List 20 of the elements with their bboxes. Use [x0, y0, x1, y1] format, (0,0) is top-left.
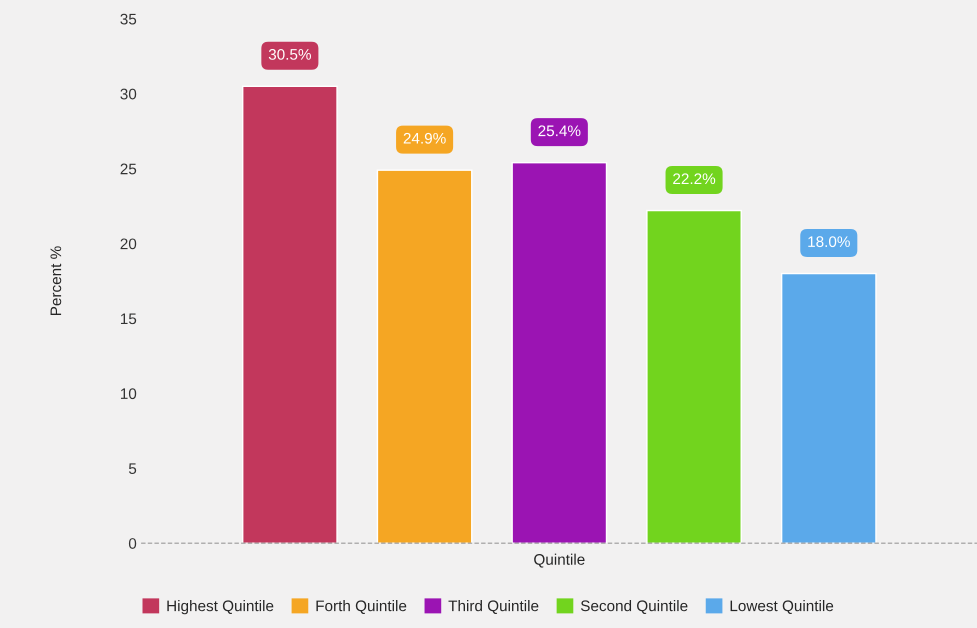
y-tick-label: 35 — [120, 14, 136, 25]
legend-label: Second Quintile — [580, 600, 688, 614]
data-label: 22.2% — [673, 173, 716, 184]
legend-label: Highest Quintile — [167, 600, 274, 614]
data-label: 25.4% — [538, 125, 580, 136]
legend-label: Lowest Quintile — [730, 600, 834, 614]
y-tick-label: 25 — [120, 164, 136, 174]
x-axis-title: Quintile — [534, 554, 585, 568]
legend-label: Third Quintile — [448, 600, 538, 614]
y-tick-label: 10 — [120, 388, 136, 400]
y-axis-title: Percent % — [50, 246, 62, 316]
data-label: 18.0% — [808, 236, 850, 248]
y-tick-label: 0 — [128, 538, 136, 549]
y-tick-label: 20 — [120, 238, 136, 250]
y-tick-label: 30 — [120, 88, 136, 100]
data-label: 24.9% — [404, 132, 446, 144]
y-tick-label: 15 — [120, 314, 136, 324]
data-label: 30.5% — [268, 48, 311, 60]
y-tick-label: 5 — [128, 463, 136, 474]
legend-label: Forth Quintile — [316, 600, 406, 614]
